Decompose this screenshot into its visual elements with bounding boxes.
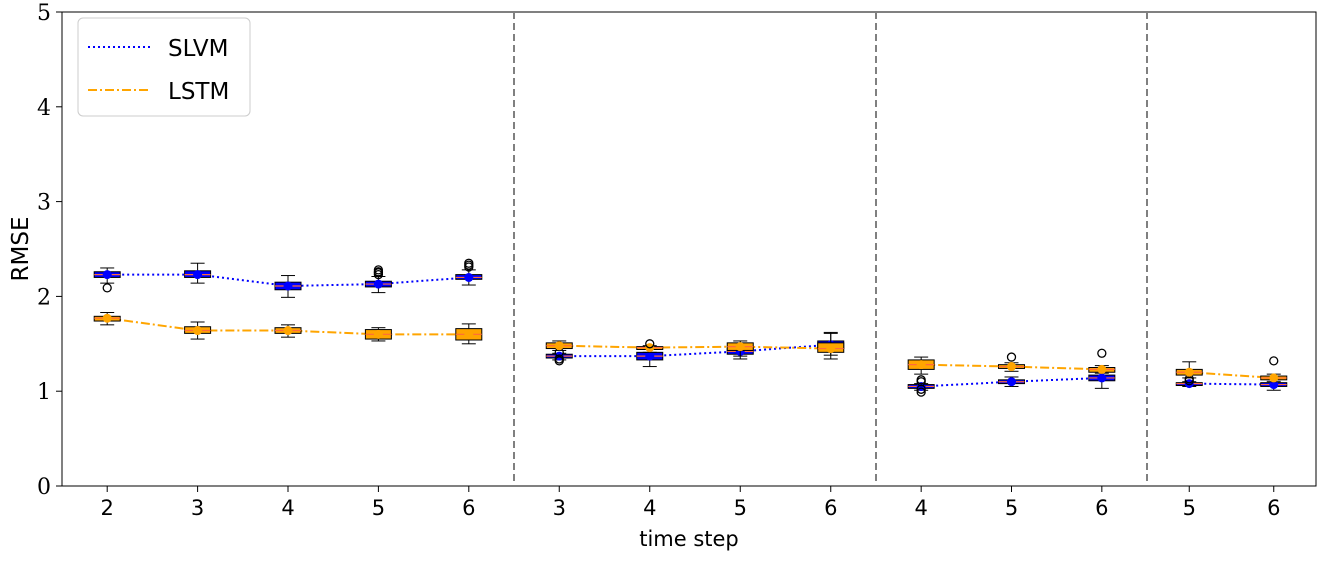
legend-label-slvm: SLVM	[168, 36, 228, 62]
median-marker	[1007, 377, 1016, 387]
median-line-lstm	[559, 344, 831, 350]
plot-frame	[61, 11, 1317, 487]
median-marker	[102, 270, 112, 280]
box-lstm	[998, 352, 1025, 372]
box-slvm	[545, 347, 573, 366]
box-slvm	[274, 275, 302, 298]
x-tick-label: 5	[1183, 496, 1196, 520]
median-marker	[645, 351, 655, 361]
outlier-point	[554, 354, 564, 364]
median-marker	[373, 329, 383, 339]
y-tick-label: 1	[37, 380, 51, 405]
box-lstm	[274, 324, 302, 338]
median-marker	[1184, 367, 1194, 377]
median-marker	[1184, 379, 1194, 389]
legend: SLVM LSTM	[77, 17, 251, 117]
y-axis: 0 1 2 3 4 5	[37, 1, 62, 500]
median-marker	[464, 272, 474, 282]
boxes	[93, 258, 1288, 397]
y-tick-label: 4	[37, 96, 51, 121]
box-lstm	[184, 321, 212, 340]
box-lstm	[907, 356, 935, 375]
x-tick-label: 3	[553, 496, 566, 520]
median-marker	[826, 344, 836, 354]
box-slvm	[907, 375, 935, 397]
median-line-slvm	[1189, 382, 1274, 386]
box-lstm	[636, 339, 664, 353]
outlier-point	[102, 283, 112, 293]
x-tick-label: 5	[734, 496, 747, 520]
median-marker	[1097, 373, 1107, 383]
box-lstm	[817, 331, 845, 360]
box-slvm	[636, 348, 664, 368]
box-lstm	[1088, 348, 1116, 374]
outlier-point	[1269, 356, 1279, 366]
box-slvm	[455, 258, 483, 286]
x-axis: 2 3 4 5 6 3 4 5 6 4 5 6 5 6	[101, 486, 1280, 520]
median-marker	[1269, 380, 1279, 390]
median-marker	[373, 279, 383, 289]
median-marker	[464, 329, 474, 339]
box-lstm	[726, 340, 754, 357]
x-tick-label: 6	[1267, 496, 1280, 520]
x-tick-label: 5	[1005, 496, 1018, 520]
y-tick-label: 3	[37, 191, 51, 216]
outlier-point	[916, 387, 926, 397]
box-slvm	[93, 267, 121, 293]
x-tick-label: 4	[281, 496, 294, 520]
outlier-point	[916, 375, 926, 385]
x-tick-label: 3	[191, 496, 204, 520]
median-marker	[1007, 362, 1016, 372]
median-marker	[1097, 364, 1107, 374]
legend-label-lstm: LSTM	[168, 79, 229, 105]
box-lstm	[545, 340, 573, 351]
box-slvm	[184, 262, 212, 284]
box-slvm	[364, 265, 392, 294]
x-tick-label: 6	[462, 496, 475, 520]
median-line-lstm	[1189, 371, 1274, 379]
x-tick-label: 6	[1095, 496, 1108, 520]
y-tick-label: 5	[37, 1, 51, 26]
x-tick-label: 5	[372, 496, 385, 520]
box-lstm	[364, 327, 392, 342]
outlier-point	[464, 258, 474, 268]
y-tick-label: 2	[37, 285, 51, 310]
median-marker	[102, 313, 112, 323]
x-axis-label: time step	[639, 527, 739, 551]
median-marker	[283, 281, 293, 291]
outlier-point	[1097, 348, 1107, 358]
median-marker	[554, 341, 564, 351]
median-marker	[193, 326, 203, 336]
box-lstm	[455, 323, 483, 345]
outlier-point	[645, 339, 655, 349]
y-tick-label: 0	[37, 475, 51, 500]
box-lstm	[93, 312, 121, 326]
panel-dividers	[513, 12, 1148, 486]
median-marker	[283, 326, 293, 336]
outlier-point	[1006, 352, 1017, 362]
x-tick-label: 4	[914, 496, 927, 520]
median-line-lstm	[107, 317, 469, 336]
box-slvm	[998, 376, 1025, 387]
x-tick-label: 6	[824, 496, 837, 520]
median-marker	[735, 342, 745, 352]
box-lstm	[1175, 361, 1203, 379]
median-marker	[1269, 373, 1279, 383]
median-marker	[193, 270, 203, 280]
x-tick-label: 4	[643, 496, 656, 520]
x-tick-label: 2	[101, 496, 114, 520]
outlier-point	[373, 265, 384, 275]
median-marker	[916, 360, 926, 370]
box-slvm	[1175, 374, 1203, 389]
box-lstm	[1260, 356, 1288, 383]
legend-frame	[77, 17, 251, 117]
y-axis-label: RMSE	[8, 217, 34, 282]
